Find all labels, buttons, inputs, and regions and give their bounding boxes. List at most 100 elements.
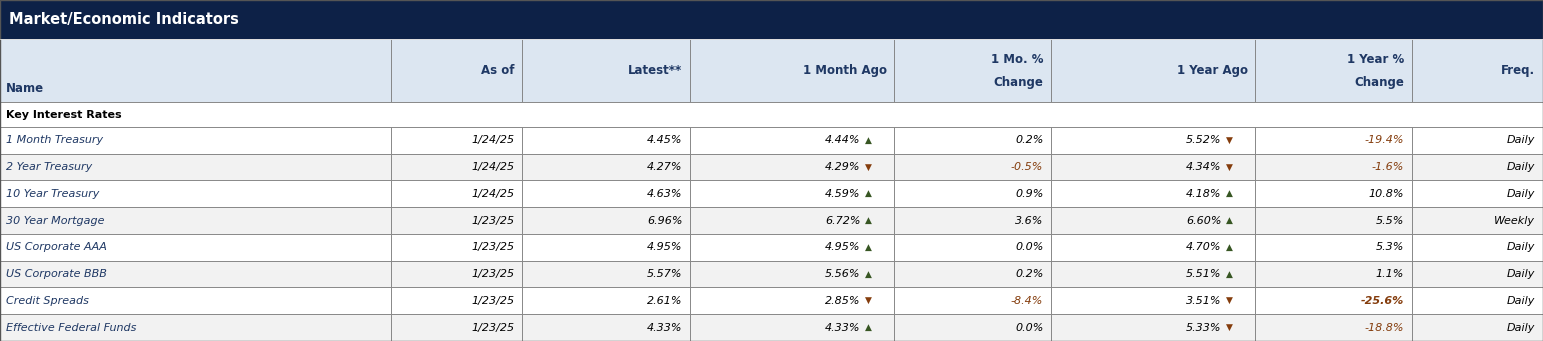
Text: 0.2%: 0.2%: [1015, 269, 1043, 279]
Bar: [0, 153, 392, 180]
Text: Latest**: Latest**: [628, 64, 682, 77]
Bar: [1051, 234, 1256, 261]
Text: 10 Year Treasury: 10 Year Treasury: [6, 189, 100, 199]
Bar: [1412, 207, 1543, 234]
Bar: [690, 261, 895, 287]
Text: Key Interest Rates: Key Interest Rates: [6, 109, 122, 120]
Text: 1 Month Treasury: 1 Month Treasury: [6, 135, 103, 145]
Text: Daily: Daily: [1508, 242, 1535, 252]
Bar: [0, 39, 392, 102]
Text: 4.63%: 4.63%: [647, 189, 682, 199]
Bar: [895, 287, 1051, 314]
Text: 5.51%: 5.51%: [1187, 269, 1222, 279]
Bar: [1256, 39, 1412, 102]
Bar: [523, 314, 690, 341]
Bar: [895, 234, 1051, 261]
Bar: [895, 207, 1051, 234]
Bar: [523, 261, 690, 287]
Bar: [1256, 207, 1412, 234]
Text: Change: Change: [1355, 76, 1404, 89]
Bar: [1256, 127, 1412, 153]
Text: 4.27%: 4.27%: [647, 162, 682, 172]
Text: 2.61%: 2.61%: [647, 296, 682, 306]
Bar: [690, 127, 895, 153]
Text: ▼: ▼: [866, 296, 872, 305]
Text: -18.8%: -18.8%: [1366, 323, 1404, 332]
Text: 1 Year Ago: 1 Year Ago: [1177, 64, 1248, 77]
Bar: [392, 314, 523, 341]
Text: 10.8%: 10.8%: [1369, 189, 1404, 199]
Bar: [690, 314, 895, 341]
Bar: [895, 153, 1051, 180]
Bar: [0, 234, 392, 261]
Text: -25.6%: -25.6%: [1361, 296, 1404, 306]
Bar: [523, 180, 690, 207]
Text: ▲: ▲: [866, 270, 872, 279]
Bar: [690, 39, 895, 102]
Text: 5.33%: 5.33%: [1187, 323, 1222, 332]
Bar: [690, 234, 895, 261]
Bar: [1412, 287, 1543, 314]
Text: 3.6%: 3.6%: [1015, 216, 1043, 225]
Text: 1/23/25: 1/23/25: [472, 216, 515, 225]
Bar: [392, 153, 523, 180]
Bar: [1412, 127, 1543, 153]
Text: Effective Federal Funds: Effective Federal Funds: [6, 323, 136, 332]
Text: Daily: Daily: [1508, 162, 1535, 172]
Text: 5.57%: 5.57%: [647, 269, 682, 279]
Text: 4.95%: 4.95%: [826, 242, 861, 252]
Bar: [895, 127, 1051, 153]
Text: ▲: ▲: [866, 243, 872, 252]
Bar: [523, 234, 690, 261]
Text: 1/23/25: 1/23/25: [472, 296, 515, 306]
Text: 0.2%: 0.2%: [1015, 135, 1043, 145]
Text: 1/23/25: 1/23/25: [472, 323, 515, 332]
Text: 30 Year Mortgage: 30 Year Mortgage: [6, 216, 105, 225]
Bar: [690, 180, 895, 207]
Text: Daily: Daily: [1508, 189, 1535, 199]
Text: ▲: ▲: [1227, 270, 1233, 279]
Text: 4.59%: 4.59%: [826, 189, 861, 199]
Bar: [392, 234, 523, 261]
Bar: [1412, 314, 1543, 341]
Text: ▲: ▲: [866, 323, 872, 332]
Text: 4.29%: 4.29%: [826, 162, 861, 172]
Text: 6.60%: 6.60%: [1187, 216, 1222, 225]
Text: Weekly: Weekly: [1494, 216, 1535, 225]
Bar: [392, 127, 523, 153]
Text: Change: Change: [994, 76, 1043, 89]
Text: 6.72%: 6.72%: [826, 216, 861, 225]
Text: ▼: ▼: [1227, 296, 1233, 305]
Bar: [1051, 127, 1256, 153]
Text: -19.4%: -19.4%: [1366, 135, 1404, 145]
Text: 4.45%: 4.45%: [647, 135, 682, 145]
Text: 0.9%: 0.9%: [1015, 189, 1043, 199]
Text: 1/24/25: 1/24/25: [472, 162, 515, 172]
Text: Daily: Daily: [1508, 269, 1535, 279]
Text: 4.95%: 4.95%: [647, 242, 682, 252]
Bar: [1412, 39, 1543, 102]
Text: ▼: ▼: [1227, 323, 1233, 332]
Bar: [1256, 261, 1412, 287]
Text: ▲: ▲: [1227, 216, 1233, 225]
Bar: [1051, 153, 1256, 180]
Bar: [895, 180, 1051, 207]
Text: 0.0%: 0.0%: [1015, 323, 1043, 332]
Text: ▲: ▲: [866, 189, 872, 198]
Bar: [1051, 180, 1256, 207]
Bar: [523, 39, 690, 102]
Bar: [1051, 261, 1256, 287]
Text: 4.44%: 4.44%: [826, 135, 861, 145]
Bar: [0, 102, 1543, 127]
Text: 1 Year %: 1 Year %: [1347, 53, 1404, 66]
Text: 5.3%: 5.3%: [1376, 242, 1404, 252]
Bar: [523, 207, 690, 234]
Text: 2 Year Treasury: 2 Year Treasury: [6, 162, 93, 172]
Bar: [1256, 234, 1412, 261]
Bar: [392, 207, 523, 234]
Text: Freq.: Freq.: [1501, 64, 1535, 77]
Text: ▼: ▼: [1227, 136, 1233, 145]
Bar: [392, 39, 523, 102]
Bar: [1412, 153, 1543, 180]
Bar: [0, 127, 392, 153]
